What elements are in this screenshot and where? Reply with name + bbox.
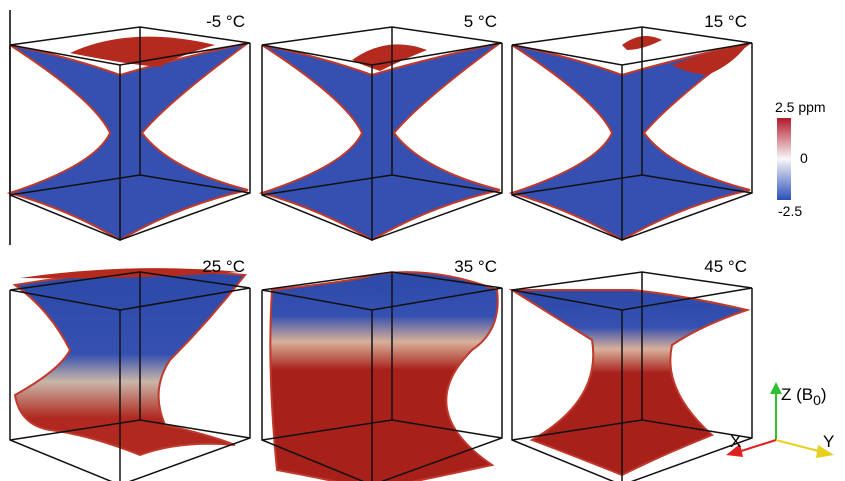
panel: 25 °C: [10, 257, 250, 481]
panel: 15 °C: [512, 12, 752, 240]
colorbar: [777, 118, 791, 200]
axes-icon: Z (B0) X Y: [726, 382, 834, 458]
colorbar-min: -2.5: [778, 203, 802, 219]
panel: 35 °C: [262, 257, 502, 481]
colorbar-max: 2.5 ppm: [775, 99, 826, 115]
axis-z-label: Z (B0): [781, 385, 827, 408]
panel: 5 °C: [262, 12, 502, 240]
surface: [512, 43, 750, 240]
panel-label: 35 °C: [454, 257, 497, 276]
axis-y-label: Y: [823, 432, 834, 451]
figure: 2.5 ppm 0 -2.5 Z (B0) X Y -5 °C 5 °C 15 °C…: [0, 0, 845, 481]
surface: [262, 43, 500, 240]
surface: [512, 290, 747, 475]
panel: 45 °C: [512, 257, 752, 481]
panel-label: 15 °C: [704, 12, 747, 31]
surface: [15, 272, 245, 455]
panel-label: 45 °C: [704, 257, 747, 276]
surface: [10, 43, 248, 240]
panel-label: 5 °C: [464, 12, 497, 31]
surface: [270, 272, 497, 481]
panel-label: -5 °C: [206, 12, 245, 31]
panel: -5 °C: [10, 12, 250, 240]
colorbar-mid: 0: [800, 150, 808, 166]
panel-label: 25 °C: [202, 257, 245, 276]
